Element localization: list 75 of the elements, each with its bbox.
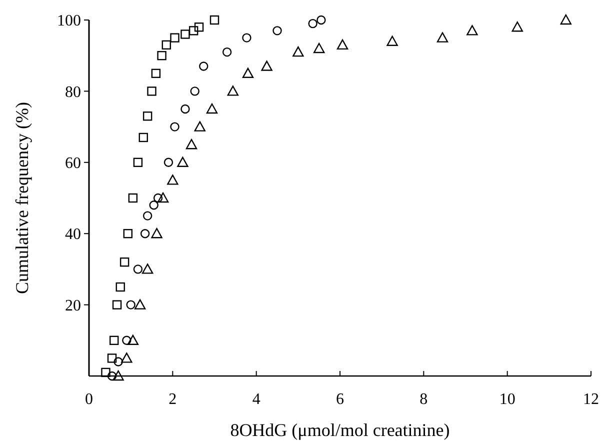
- x-tick-label: 6: [336, 391, 344, 408]
- point: [177, 156, 188, 167]
- point: [170, 122, 180, 132]
- x-tick-label: 0: [85, 391, 93, 408]
- point: [120, 257, 130, 267]
- point: [112, 370, 124, 381]
- point: [210, 15, 220, 25]
- point: [190, 86, 200, 96]
- point: [142, 112, 152, 121]
- point: [107, 354, 117, 363]
- point: [162, 40, 171, 50]
- point: [121, 352, 132, 363]
- point: [112, 300, 122, 310]
- point: [170, 33, 180, 42]
- point: [199, 62, 208, 71]
- point: [157, 192, 169, 203]
- point: [560, 14, 572, 25]
- point: [316, 15, 326, 25]
- y-tick-label: 80: [65, 84, 81, 101]
- point: [313, 42, 325, 54]
- point: [466, 25, 478, 36]
- point: [114, 357, 123, 366]
- point: [133, 264, 143, 274]
- point: [123, 229, 133, 238]
- point: [386, 36, 398, 46]
- y-tick-label: 60: [65, 155, 81, 172]
- y-axis-title: Cumulative frequency (%): [12, 102, 32, 294]
- y-tick-label: 100: [57, 12, 81, 30]
- x-axis-title: 8OHdG (μmol/mol creatinine): [230, 420, 450, 440]
- point: [157, 51, 166, 60]
- point: [188, 26, 198, 36]
- point: [127, 334, 139, 345]
- point: [134, 299, 146, 310]
- point: [222, 47, 232, 57]
- point: [180, 30, 190, 39]
- point: [153, 193, 163, 203]
- point: [186, 139, 198, 150]
- point: [147, 86, 156, 96]
- point: [206, 103, 218, 114]
- point: [227, 86, 239, 96]
- point: [512, 22, 523, 32]
- point: [194, 22, 204, 32]
- y-tick-label: 20: [65, 297, 81, 314]
- x-tick-label: 10: [499, 391, 516, 408]
- point: [126, 300, 136, 310]
- point: [272, 26, 282, 36]
- point: [261, 60, 272, 71]
- point: [242, 33, 252, 42]
- point: [336, 39, 348, 50]
- x-tick-label: 8: [420, 391, 428, 408]
- point: [308, 18, 318, 28]
- point: [151, 68, 161, 78]
- x-tick-label: 2: [168, 391, 177, 408]
- point: [149, 200, 158, 210]
- x-tick-label: 12: [583, 391, 599, 408]
- point: [242, 68, 254, 78]
- point: [151, 228, 162, 238]
- point: [194, 121, 206, 132]
- y-tick-label: 40: [65, 226, 81, 244]
- x-tick-label: 4: [252, 391, 260, 408]
- point: [128, 193, 138, 203]
- point: [167, 174, 178, 185]
- point: [138, 132, 148, 142]
- point: [116, 282, 125, 292]
- point: [180, 104, 190, 114]
- point: [140, 229, 150, 238]
- point: [292, 46, 304, 57]
- point: [122, 336, 132, 345]
- point: [101, 368, 110, 378]
- point: [133, 158, 143, 167]
- point: [142, 211, 152, 220]
- point: [110, 336, 119, 345]
- point: [142, 264, 154, 274]
- point: [164, 158, 174, 167]
- point: [436, 32, 448, 42]
